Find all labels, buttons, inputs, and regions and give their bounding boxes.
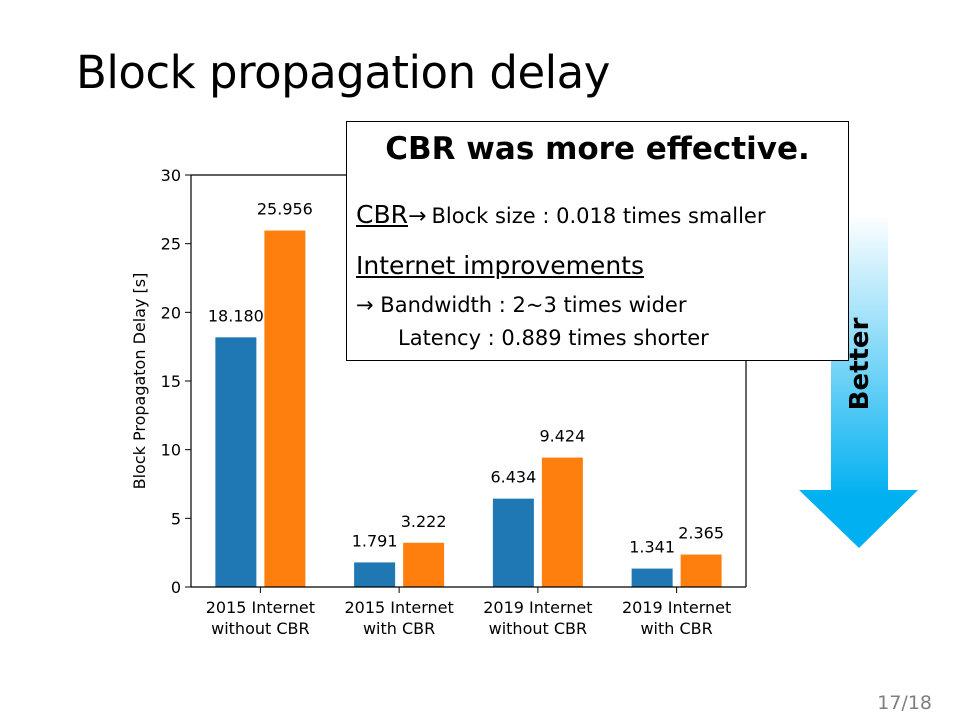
bar-series2-cat1 <box>264 230 306 587</box>
x-tick-label: 2019 Internet <box>622 598 731 617</box>
bar-series2-cat2 <box>403 542 445 587</box>
y-tick-label: 10 <box>161 441 181 460</box>
y-tick-label: 5 <box>171 509 181 528</box>
bandwidth-arrow: → <box>356 293 374 317</box>
data-label: 2.365 <box>678 524 724 543</box>
x-tick-label: without CBR <box>211 619 310 638</box>
bar-series2-cat4 <box>680 554 722 587</box>
better-arrow: Better <box>799 214 918 548</box>
data-label: 1.791 <box>352 531 398 550</box>
data-label: 18.180 <box>208 306 264 325</box>
callout-cbr-line: CBR→ Block size : 0.018 times smaller <box>356 200 765 229</box>
x-tick-label: 2015 Internet <box>206 598 315 617</box>
latency-text: Latency : 0.889 times shorter <box>398 326 709 350</box>
better-arrow-label: Better <box>845 317 875 410</box>
x-tick-label: 2019 Internet <box>483 598 592 617</box>
x-tick-label: with CBR <box>640 619 712 638</box>
callout-heading: CBR was more effective. <box>385 131 810 167</box>
cbr-detail: Block size : 0.018 times smaller <box>431 204 766 228</box>
cbr-arrow: → <box>407 204 427 229</box>
bar-series1-cat3 <box>492 498 534 587</box>
bandwidth-text: Bandwidth : 2~3 times wider <box>380 293 687 317</box>
bar-series1-cat4 <box>631 568 673 587</box>
y-tick-label: 30 <box>161 166 181 185</box>
data-label: 1.341 <box>629 538 675 557</box>
data-label: 9.424 <box>539 427 585 446</box>
data-label: 6.434 <box>490 468 536 487</box>
x-tick-label: with CBR <box>363 619 435 638</box>
bar-series1-cat1 <box>215 337 257 587</box>
bar-series2-cat3 <box>541 457 583 587</box>
data-label: 25.956 <box>257 200 313 219</box>
cbr-label: CBR <box>356 200 408 229</box>
y-tick-label: 0 <box>171 578 181 597</box>
y-axis-label: Block Propagaton Delay [s] <box>130 273 149 490</box>
callout-box: CBR was more effective. CBR→ Block size … <box>346 121 849 361</box>
page-number: 17/18 <box>877 692 932 714</box>
data-label: 3.222 <box>401 512 447 531</box>
bar-series1-cat2 <box>354 562 396 587</box>
x-tick-label: without CBR <box>489 619 588 638</box>
internet-improvements-label: Internet improvements <box>356 251 644 280</box>
better-arrow-shape <box>799 214 918 548</box>
y-tick-label: 15 <box>161 372 181 391</box>
x-tick-label: 2015 Internet <box>344 598 453 617</box>
y-tick-label: 20 <box>161 303 181 322</box>
y-tick-label: 25 <box>161 235 181 254</box>
callout-bandwidth-line: → Bandwidth : 2~3 times wider <box>356 293 686 317</box>
slide-title: Block propagation delay <box>76 46 610 99</box>
